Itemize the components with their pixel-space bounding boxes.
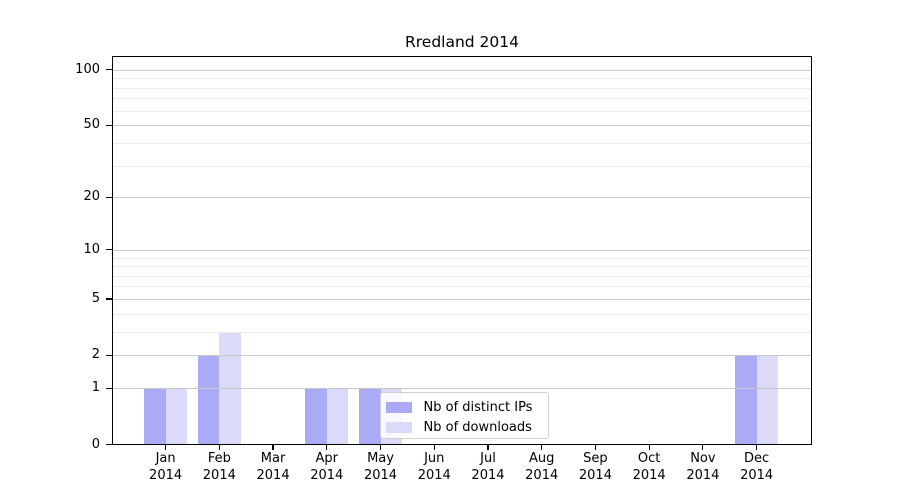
x-tick-may <box>379 444 382 451</box>
x-tick-label-may: May 2014 <box>363 451 398 483</box>
y-tick-label-0: 0 <box>91 436 100 452</box>
x-tick-apr <box>326 444 328 451</box>
y-tick-label-50: 50 <box>83 117 100 133</box>
legend-item-downloads: Nb of downloads <box>385 418 548 438</box>
x-tick-label-feb: Feb 2014 <box>202 451 236 483</box>
legend-item-distinct-ips: Nb of distinct IPs <box>385 398 548 418</box>
x-tick-dec <box>756 444 758 451</box>
x-tick-label-dec: Dec 2014 <box>740 451 774 483</box>
y-tick-label-20: 20 <box>83 189 100 205</box>
gridline-major-5 <box>113 298 811 300</box>
bar-nb-of-downloads-feb <box>219 331 241 444</box>
x-tick-jul <box>487 444 489 451</box>
x-tick-label-jul: Jul 2014 <box>471 451 505 483</box>
gridline-minor-60 <box>113 110 811 112</box>
axis-spine-bottom <box>111 444 813 446</box>
gridline-minor-90 <box>113 78 811 80</box>
gridline-major-100 <box>113 69 811 71</box>
y-tick-100 <box>106 69 113 71</box>
y-tick-50 <box>106 124 113 126</box>
y-tick-2 <box>106 354 113 356</box>
axis-spine-right <box>811 55 813 446</box>
y-tick-label-1: 1 <box>91 380 100 396</box>
bar-nb-of-downloads-jan <box>165 388 188 444</box>
gridline-minor-30 <box>113 165 811 167</box>
gridline-major-2 <box>113 355 811 357</box>
bar-nb-of-downloads-dec <box>756 355 779 444</box>
legend-swatch-downloads <box>385 422 412 433</box>
x-tick-nov <box>702 444 704 451</box>
y-tick-label-10: 10 <box>83 241 100 257</box>
axis-spine-left <box>111 55 113 446</box>
legend-swatch-distinct-ips <box>385 402 412 413</box>
gridline-minor-3 <box>113 331 811 333</box>
bar-nb-of-downloads-apr <box>326 388 349 444</box>
legend-label-distinct-ips: Nb of distinct IPs <box>423 399 533 415</box>
gridline-minor-8 <box>113 266 811 268</box>
gridline-major-20 <box>113 197 811 199</box>
x-tick-jan <box>165 444 167 451</box>
x-tick-aug <box>541 444 543 451</box>
gridline-minor-7 <box>113 275 811 277</box>
x-tick-label-aug: Aug 2014 <box>525 451 559 483</box>
x-tick-label-jun: Jun 2014 <box>417 451 451 483</box>
y-tick-label-100: 100 <box>75 61 100 77</box>
x-tick-feb <box>218 444 220 451</box>
chart-title: Rredland 2014 <box>404 33 520 51</box>
y-tick-5 <box>106 298 113 300</box>
gridline-major-10 <box>113 249 811 251</box>
legend-label-downloads: Nb of downloads <box>423 419 532 435</box>
x-tick-jun <box>433 444 435 451</box>
x-tick-mar <box>272 444 274 451</box>
x-tick-label-oct: Oct 2014 <box>632 451 666 483</box>
bar-nb-of-distinct-ips-dec <box>735 355 757 444</box>
x-tick-oct <box>648 444 650 451</box>
gridline-minor-4 <box>113 313 811 315</box>
bar-nb-of-distinct-ips-may <box>359 388 381 444</box>
plot-area: Nb of distinct IPs Nb of downloads <box>111 55 813 446</box>
bar-nb-of-distinct-ips-jan <box>144 388 166 444</box>
bar-nb-of-distinct-ips-feb <box>197 355 220 444</box>
x-tick-label-apr: Apr 2014 <box>310 451 344 483</box>
x-tick-label-nov: Nov 2014 <box>686 451 720 483</box>
x-tick-label-mar: Mar 2014 <box>256 451 290 483</box>
y-tick-label-2: 2 <box>91 347 100 363</box>
gridline-minor-6 <box>113 286 811 288</box>
gridline-major-1 <box>113 388 811 390</box>
y-tick-20 <box>106 196 113 198</box>
x-tick-label-sep: Sep 2014 <box>578 451 612 483</box>
axis-spine-top <box>111 55 813 57</box>
legend: Nb of distinct IPs Nb of downloads <box>379 391 549 439</box>
y-tick-1 <box>106 387 113 389</box>
gridline-minor-40 <box>113 142 811 144</box>
gridline-minor-70 <box>113 98 811 100</box>
gridline-minor-9 <box>113 257 811 259</box>
y-tick-label-5: 5 <box>91 290 100 306</box>
y-tick-10 <box>106 249 113 251</box>
bar-nb-of-distinct-ips-apr <box>305 388 327 444</box>
gridline-minor-80 <box>113 87 811 89</box>
gridline-major-50 <box>113 125 811 127</box>
x-tick-sep <box>594 444 597 451</box>
x-tick-label-jan: Jan 2014 <box>149 451 183 483</box>
y-tick-0 <box>106 443 113 446</box>
